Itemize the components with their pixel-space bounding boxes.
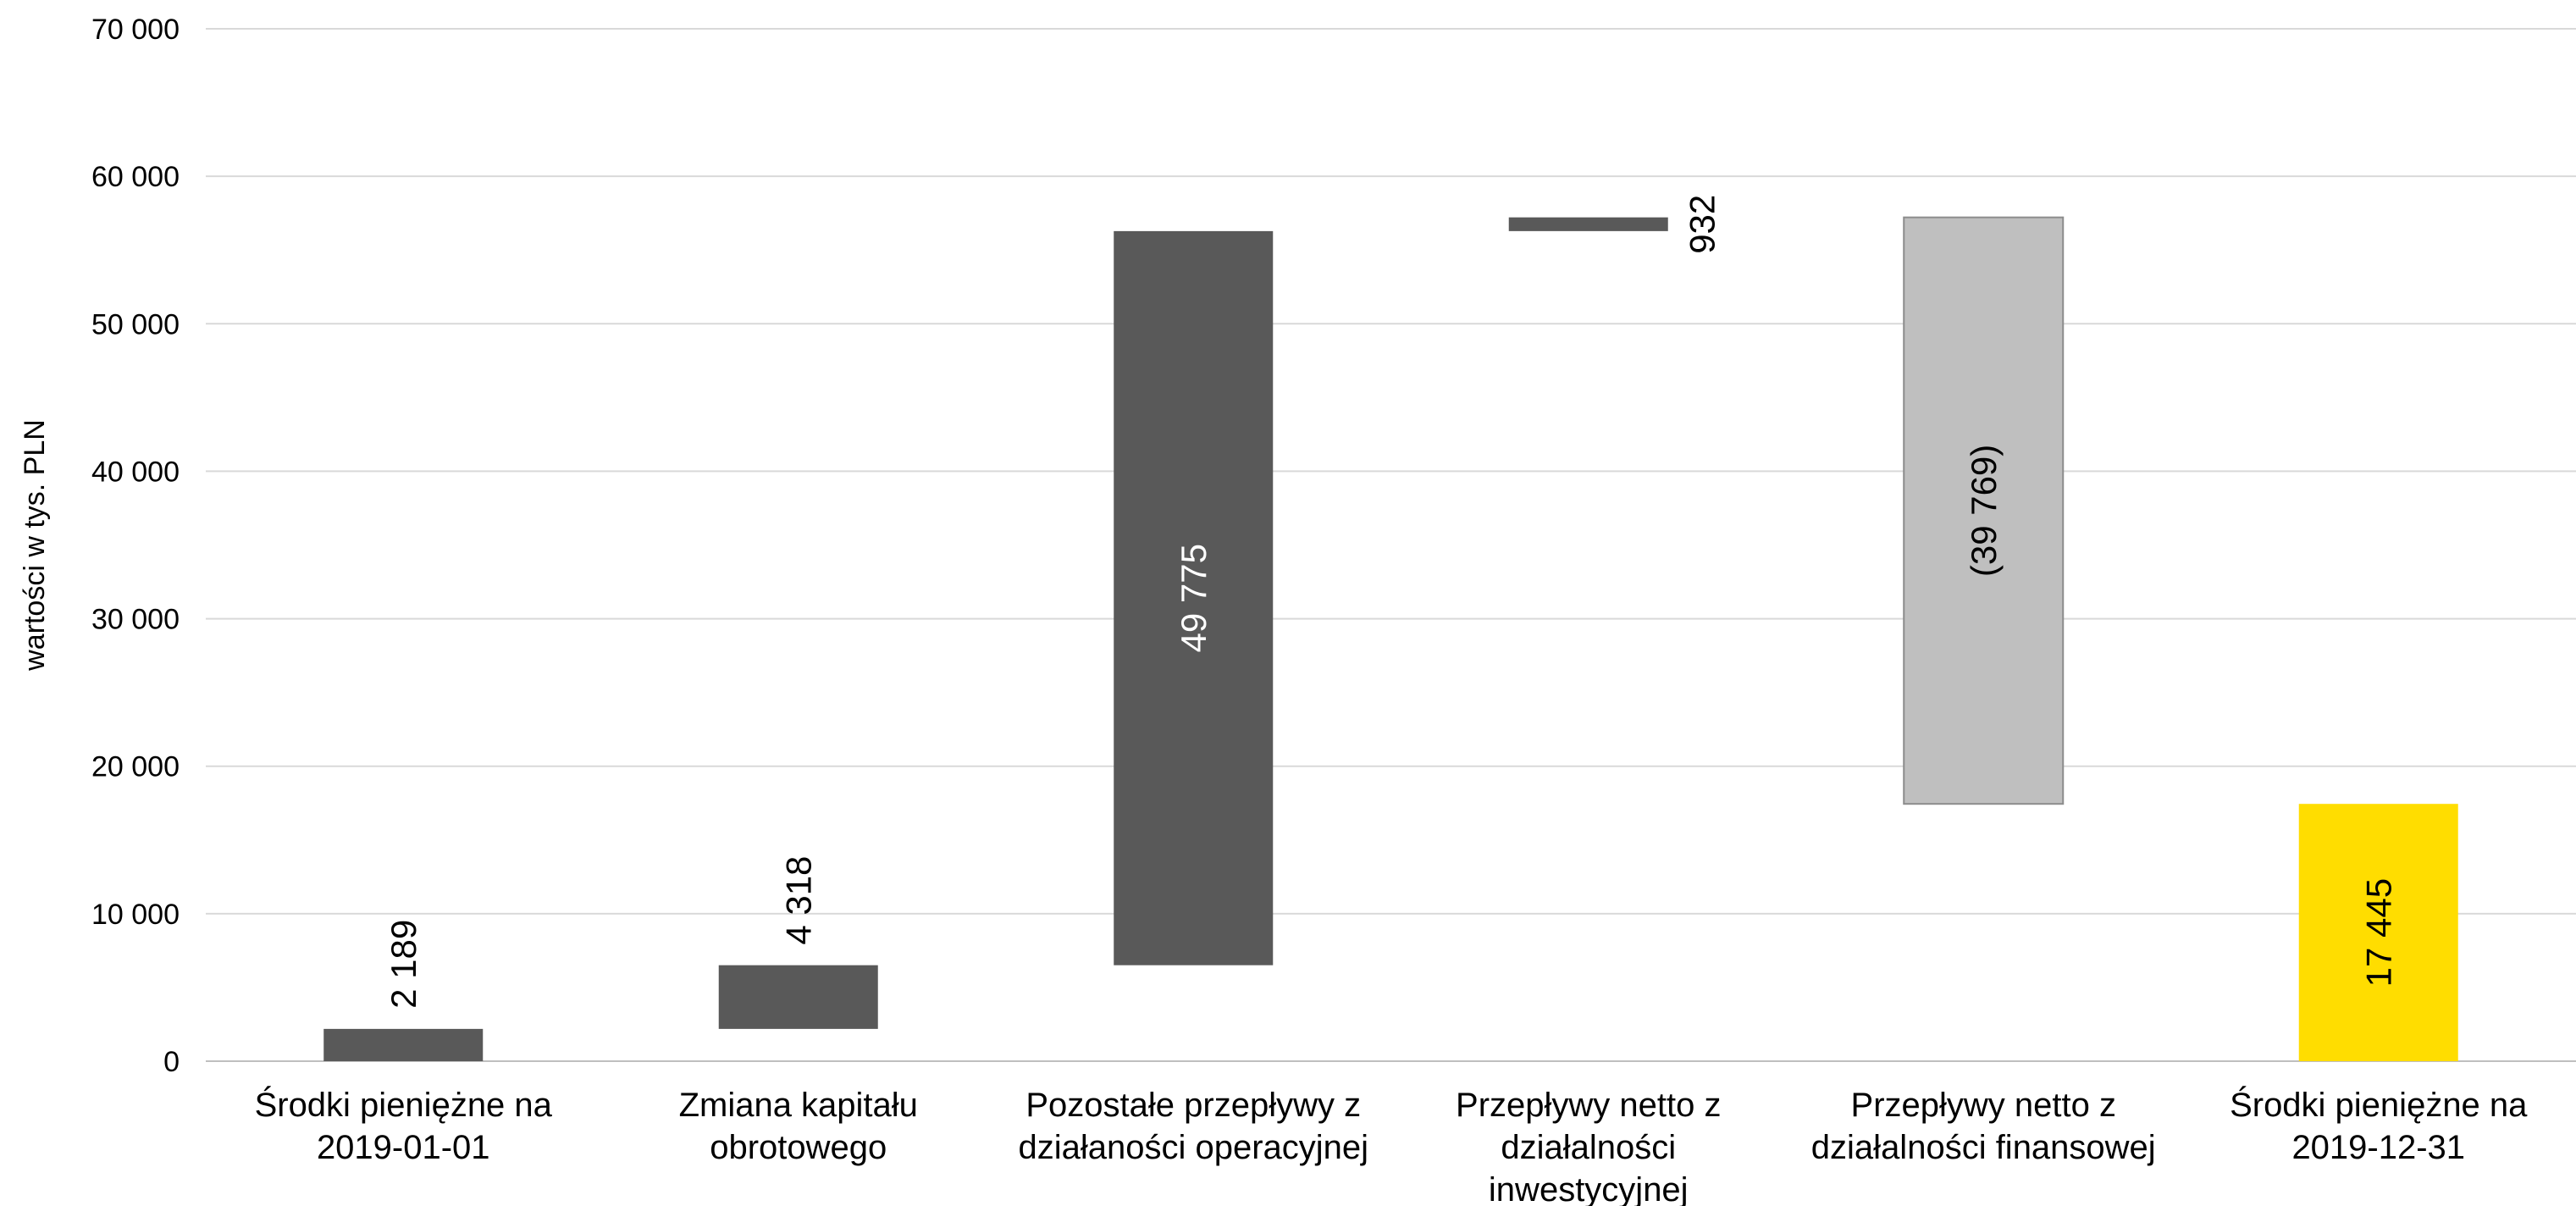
data-label: 49 775 <box>1174 544 1213 652</box>
bar <box>2298 804 2458 1061</box>
y-tick-label: 20 000 <box>91 751 180 783</box>
bar <box>718 965 878 1029</box>
data-label: (39 769) <box>1964 445 2004 577</box>
y-tick-label: 60 000 <box>91 161 180 193</box>
y-tick-label: 70 000 <box>91 14 180 46</box>
category-label: obrotowego <box>710 1129 887 1166</box>
category-label: inwestycyjnej <box>1489 1171 1689 1206</box>
data-labels: 2 189 4 318 49 775 932 (39 769) 17 445 <box>384 195 2399 1009</box>
data-label: 4 318 <box>778 856 818 945</box>
data-label: 17 445 <box>2358 878 2398 987</box>
x-axis-categories: Środki pieniężne na 2019-01-01 Zmiana kapi… <box>255 1085 2529 1206</box>
bar <box>1903 216 2065 805</box>
y-tick-label: 30 000 <box>91 604 180 636</box>
category-label: Przepływy netto z <box>1851 1087 2116 1124</box>
category-label: Zmiana kapitału <box>679 1087 918 1124</box>
bar <box>1114 230 1274 965</box>
data-label: 2 189 <box>384 920 423 1009</box>
y-axis-label: wartości w tys. PLN <box>19 419 51 672</box>
category-label: Pozostałe przepływy z <box>1025 1087 1361 1124</box>
y-tick-label: 0 <box>163 1046 180 1078</box>
data-label: 932 <box>1682 195 1722 254</box>
gridlines <box>206 28 2576 1062</box>
bars <box>323 216 2458 1061</box>
y-tick-label: 50 000 <box>91 308 180 340</box>
category-label: 2019-01-01 <box>317 1129 490 1166</box>
category-label: Przepływy netto z <box>1456 1087 1721 1124</box>
category-label: Środki pieniężne na <box>255 1085 553 1124</box>
category-label: działaności operacyjnej <box>1018 1129 1368 1166</box>
bar <box>1508 217 1668 231</box>
bar <box>323 1028 484 1061</box>
category-label: działalności finansowej <box>1811 1129 2156 1166</box>
category-label: Środki pieniężne na <box>2230 1085 2528 1124</box>
category-label: działalności <box>1501 1129 1676 1166</box>
category-label: 2019-12-31 <box>2291 1129 2465 1166</box>
y-tick-label: 10 000 <box>91 899 180 931</box>
y-tick-label: 40 000 <box>91 456 180 488</box>
y-axis-ticks: 0 10 000 20 000 30 000 40 000 50 000 60 000 70 … <box>91 14 180 1078</box>
